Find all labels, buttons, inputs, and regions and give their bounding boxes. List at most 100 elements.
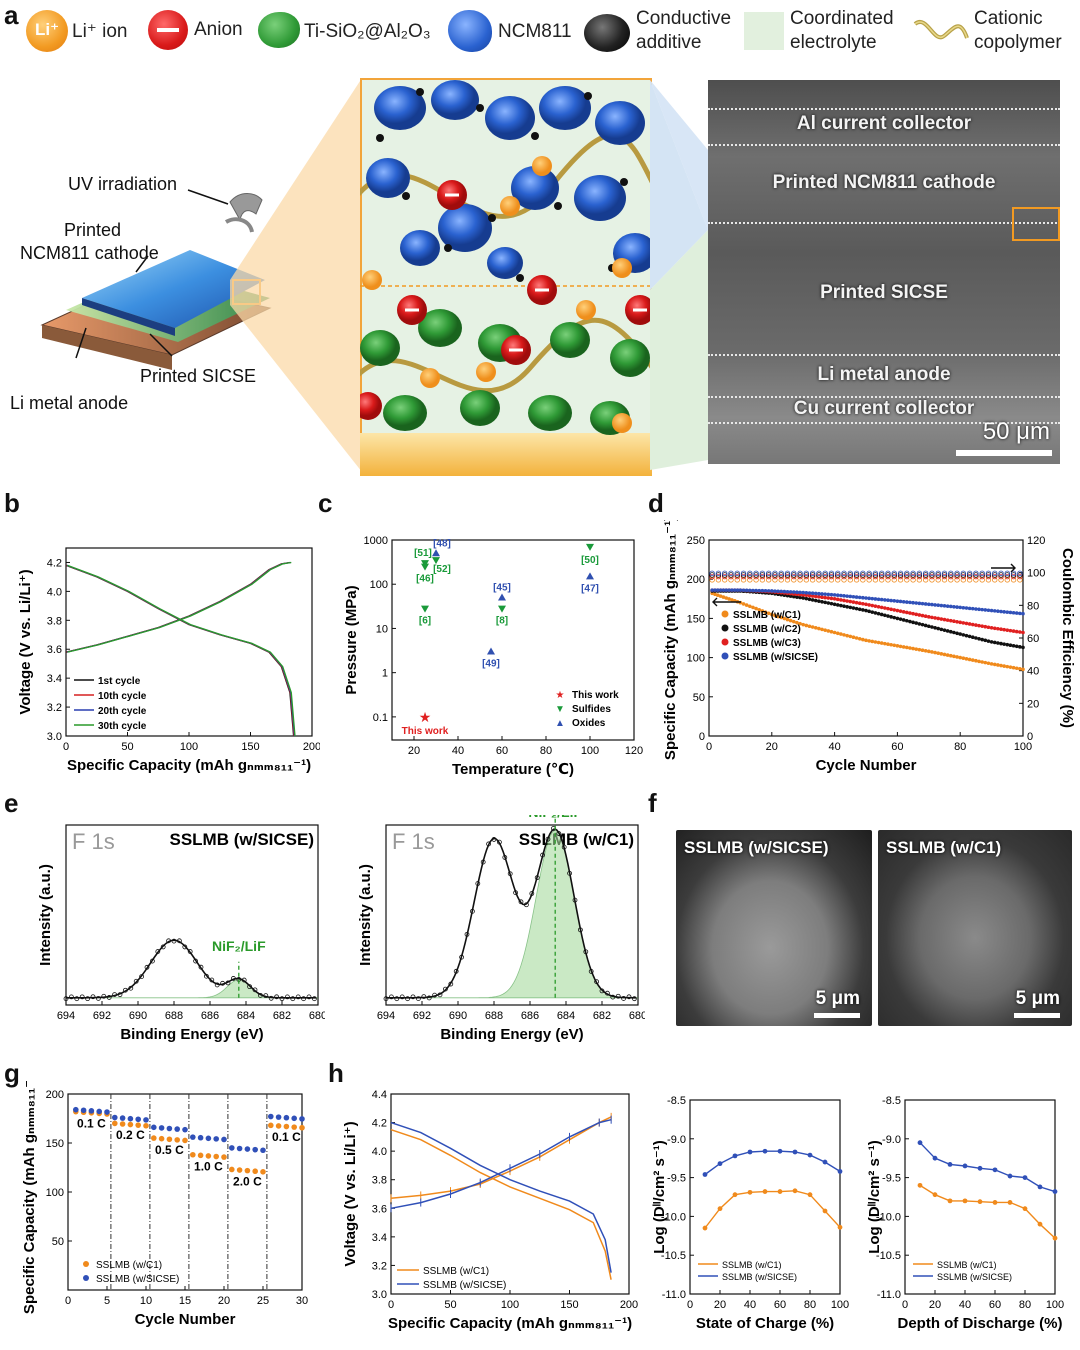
capacity-point <box>980 637 984 642</box>
capacity-point <box>845 604 849 609</box>
capacity-point <box>876 611 881 616</box>
ce-point <box>728 573 734 580</box>
rate-label: 0.2 C <box>116 1128 145 1142</box>
y-tick-label: 4.2 <box>372 1118 387 1130</box>
xps-point <box>247 984 253 990</box>
capacity-point <box>889 615 893 619</box>
capacity-point <box>798 590 802 595</box>
sem-image-c1: SSLMB (w/C1) 5 μm <box>878 830 1072 1026</box>
point-sulfide <box>421 560 429 568</box>
capacity-point <box>724 596 729 600</box>
ce-point <box>960 573 967 580</box>
ce-point <box>853 570 860 577</box>
series-point <box>807 1192 813 1198</box>
legend-ti-sio2: Ti-SiO₂@Al₂O₃ <box>304 21 431 42</box>
xps-point <box>171 938 177 944</box>
capacity-point <box>983 608 988 612</box>
x-tick-label: 0 <box>902 1299 908 1311</box>
xps-point <box>117 992 123 998</box>
y-axis-label: Voltage (V vs. Li/Li⁺) <box>17 569 34 714</box>
xps-point <box>63 996 69 1002</box>
capacity-point <box>977 636 981 641</box>
series-point <box>917 1182 923 1188</box>
ce-point <box>979 570 985 577</box>
series-point <box>732 1153 738 1159</box>
capacity-point <box>974 636 978 640</box>
capacity-point <box>770 612 774 617</box>
xps-point <box>79 994 85 1000</box>
series-point <box>992 1167 998 1173</box>
rate-point <box>135 1122 141 1128</box>
y-tick-label: 250 <box>687 535 705 547</box>
xps-point <box>155 949 161 954</box>
xps-point <box>594 979 600 985</box>
x-axis-label: State of Charge (%) <box>696 1315 834 1332</box>
x-tick-label: 688 <box>485 1010 503 1022</box>
ce-point <box>929 570 935 577</box>
series-charge-3 <box>67 561 292 653</box>
rate-point <box>112 1114 118 1121</box>
ce-point <box>734 573 740 580</box>
y2-tick-label: 100 <box>1027 568 1045 580</box>
capacity-point <box>1011 610 1016 615</box>
capacity-point <box>1011 629 1016 633</box>
capacity-point <box>996 641 1000 645</box>
legend-cationic-1: Cationic <box>974 8 1043 29</box>
ce-point <box>803 572 810 578</box>
xps-point <box>399 994 405 1000</box>
y-tick-label: 3.2 <box>47 702 62 714</box>
capacity-point <box>848 599 853 604</box>
capacity-point <box>967 606 972 611</box>
legend-label: Sulfides <box>572 704 611 715</box>
capacity-point <box>763 589 768 593</box>
capacity-point <box>927 615 931 619</box>
ce-point <box>797 573 803 580</box>
capacity-point <box>895 608 900 613</box>
capacity-point <box>930 602 934 607</box>
sem-scale-bar <box>956 450 1052 456</box>
rate-point <box>182 1137 188 1144</box>
series-point <box>917 1140 923 1146</box>
x-tick-label: 0 <box>65 1295 71 1307</box>
capacity-point <box>829 592 834 597</box>
y-tick-label: 1 <box>382 668 388 680</box>
series-point <box>977 1165 983 1171</box>
panel-label-h: h <box>328 1058 344 1088</box>
capacity-point <box>930 625 934 629</box>
ce-point <box>822 570 828 577</box>
rate-point <box>197 1152 204 1159</box>
xps-point <box>295 994 301 1000</box>
capacity-point <box>958 632 962 636</box>
capacity-point <box>898 644 903 649</box>
capacity-point <box>970 606 975 611</box>
point-label: [51] <box>414 548 432 559</box>
legend-label: SSLMB (w/C2) <box>733 624 801 635</box>
series-point <box>807 1152 813 1158</box>
capacity-point <box>1014 629 1019 634</box>
ce-point <box>948 570 954 577</box>
capacity-point <box>930 650 934 654</box>
x-tick-label: 40 <box>744 1299 756 1311</box>
x-tick-label: 694 <box>57 1010 75 1022</box>
y-axis-label: Voltage (V vs. Li/Li⁺) <box>342 1121 359 1266</box>
xps-point <box>290 996 296 1002</box>
xps-point <box>274 994 280 1000</box>
capacity-point <box>939 617 944 621</box>
capacity-point <box>782 616 787 621</box>
xps-point <box>74 996 80 1002</box>
capacity-point <box>835 593 840 597</box>
legend-symbol: ▼ <box>555 704 565 715</box>
capacity-point <box>892 615 897 620</box>
y-tick-label: 150 <box>46 1138 64 1150</box>
series-discharge-3 <box>67 564 296 737</box>
capacity-point <box>952 604 956 609</box>
ce-point <box>960 570 967 577</box>
fit-peak-area <box>66 979 318 999</box>
rate-point <box>213 1153 219 1160</box>
capacity-point <box>961 633 966 637</box>
capacity-point <box>977 607 981 612</box>
capacity-point <box>936 651 941 656</box>
x-tick-label: 684 <box>557 1010 575 1022</box>
capacity-point <box>810 625 815 629</box>
capacity-point <box>879 612 884 617</box>
